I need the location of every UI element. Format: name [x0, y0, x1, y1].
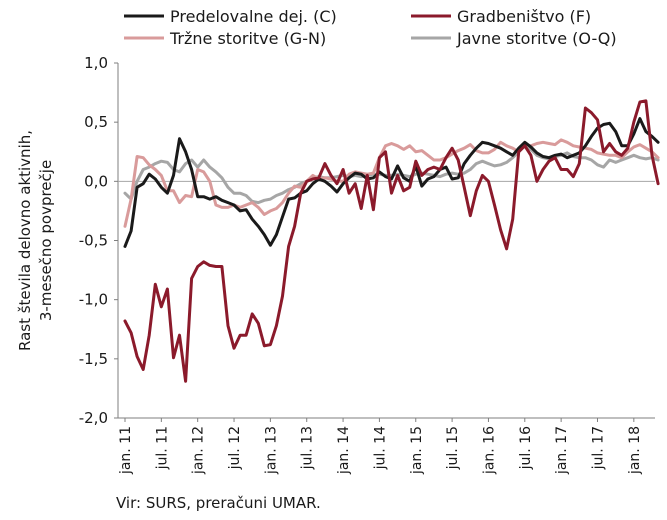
series-line-2 — [123, 99, 660, 383]
legend-label: Predelovalne dej. (C) — [170, 7, 337, 26]
x-tick-label: jul. 12 — [227, 426, 243, 470]
x-tick-label: jan. 18 — [627, 426, 643, 475]
y-tick-label: 0,0 — [84, 172, 108, 190]
x-tick-label: jan. 14 — [336, 426, 352, 475]
series-line-4 — [123, 144, 660, 205]
x-tick-label: jul. 17 — [590, 426, 606, 470]
y-tick-label: -0,5 — [79, 232, 108, 250]
series-line-1 — [123, 117, 660, 248]
x-tick-label: jul. 16 — [518, 426, 534, 470]
x-tick-label: jul. 14 — [372, 426, 388, 470]
x-tick-label: jan. 17 — [554, 426, 570, 475]
y-axis-label: Rast števila delovno aktivnih, 3-mesečno … — [16, 130, 55, 351]
x-tick-label: jan. 13 — [263, 426, 279, 475]
x-tick-label: jul. 11 — [154, 426, 170, 470]
legend-label: Tržne storitve (G-N) — [169, 29, 326, 48]
legend: Predelovalne dej. (C) Gradbeništvo (F) Trž… — [124, 7, 617, 48]
x-tick-label: jan. 15 — [409, 426, 425, 475]
legend-label: Gradbeništvo (F) — [457, 7, 591, 26]
y-axis-ticks: 1,0 0,5 0,0 -0,5 -1,0 -1,5 -2,0 — [79, 54, 118, 427]
x-tick-label: jul. 15 — [445, 426, 461, 470]
x-axis-ticks: jan. 11 jul. 11 jan. 12 jul. 12 jan. 13 jul. … — [118, 418, 643, 475]
legend-label: Javne storitve (O-Q) — [456, 29, 617, 48]
x-tick-label: jan. 12 — [191, 426, 207, 475]
x-tick-label: jan. 11 — [118, 426, 134, 475]
y-tick-label: -1,0 — [79, 291, 108, 309]
y-tick-label: -2,0 — [79, 409, 108, 427]
y-tick-label: -1,5 — [79, 350, 108, 368]
x-tick-label: jul. 13 — [300, 426, 316, 470]
source-note: Vir: SURS, preračuni UMAR. — [116, 494, 321, 512]
series-layer — [123, 99, 660, 383]
y-tick-label: 0,5 — [84, 113, 108, 131]
x-tick-label: jan. 16 — [481, 426, 497, 475]
axes — [117, 63, 655, 419]
y-tick-label: 1,0 — [84, 54, 108, 72]
